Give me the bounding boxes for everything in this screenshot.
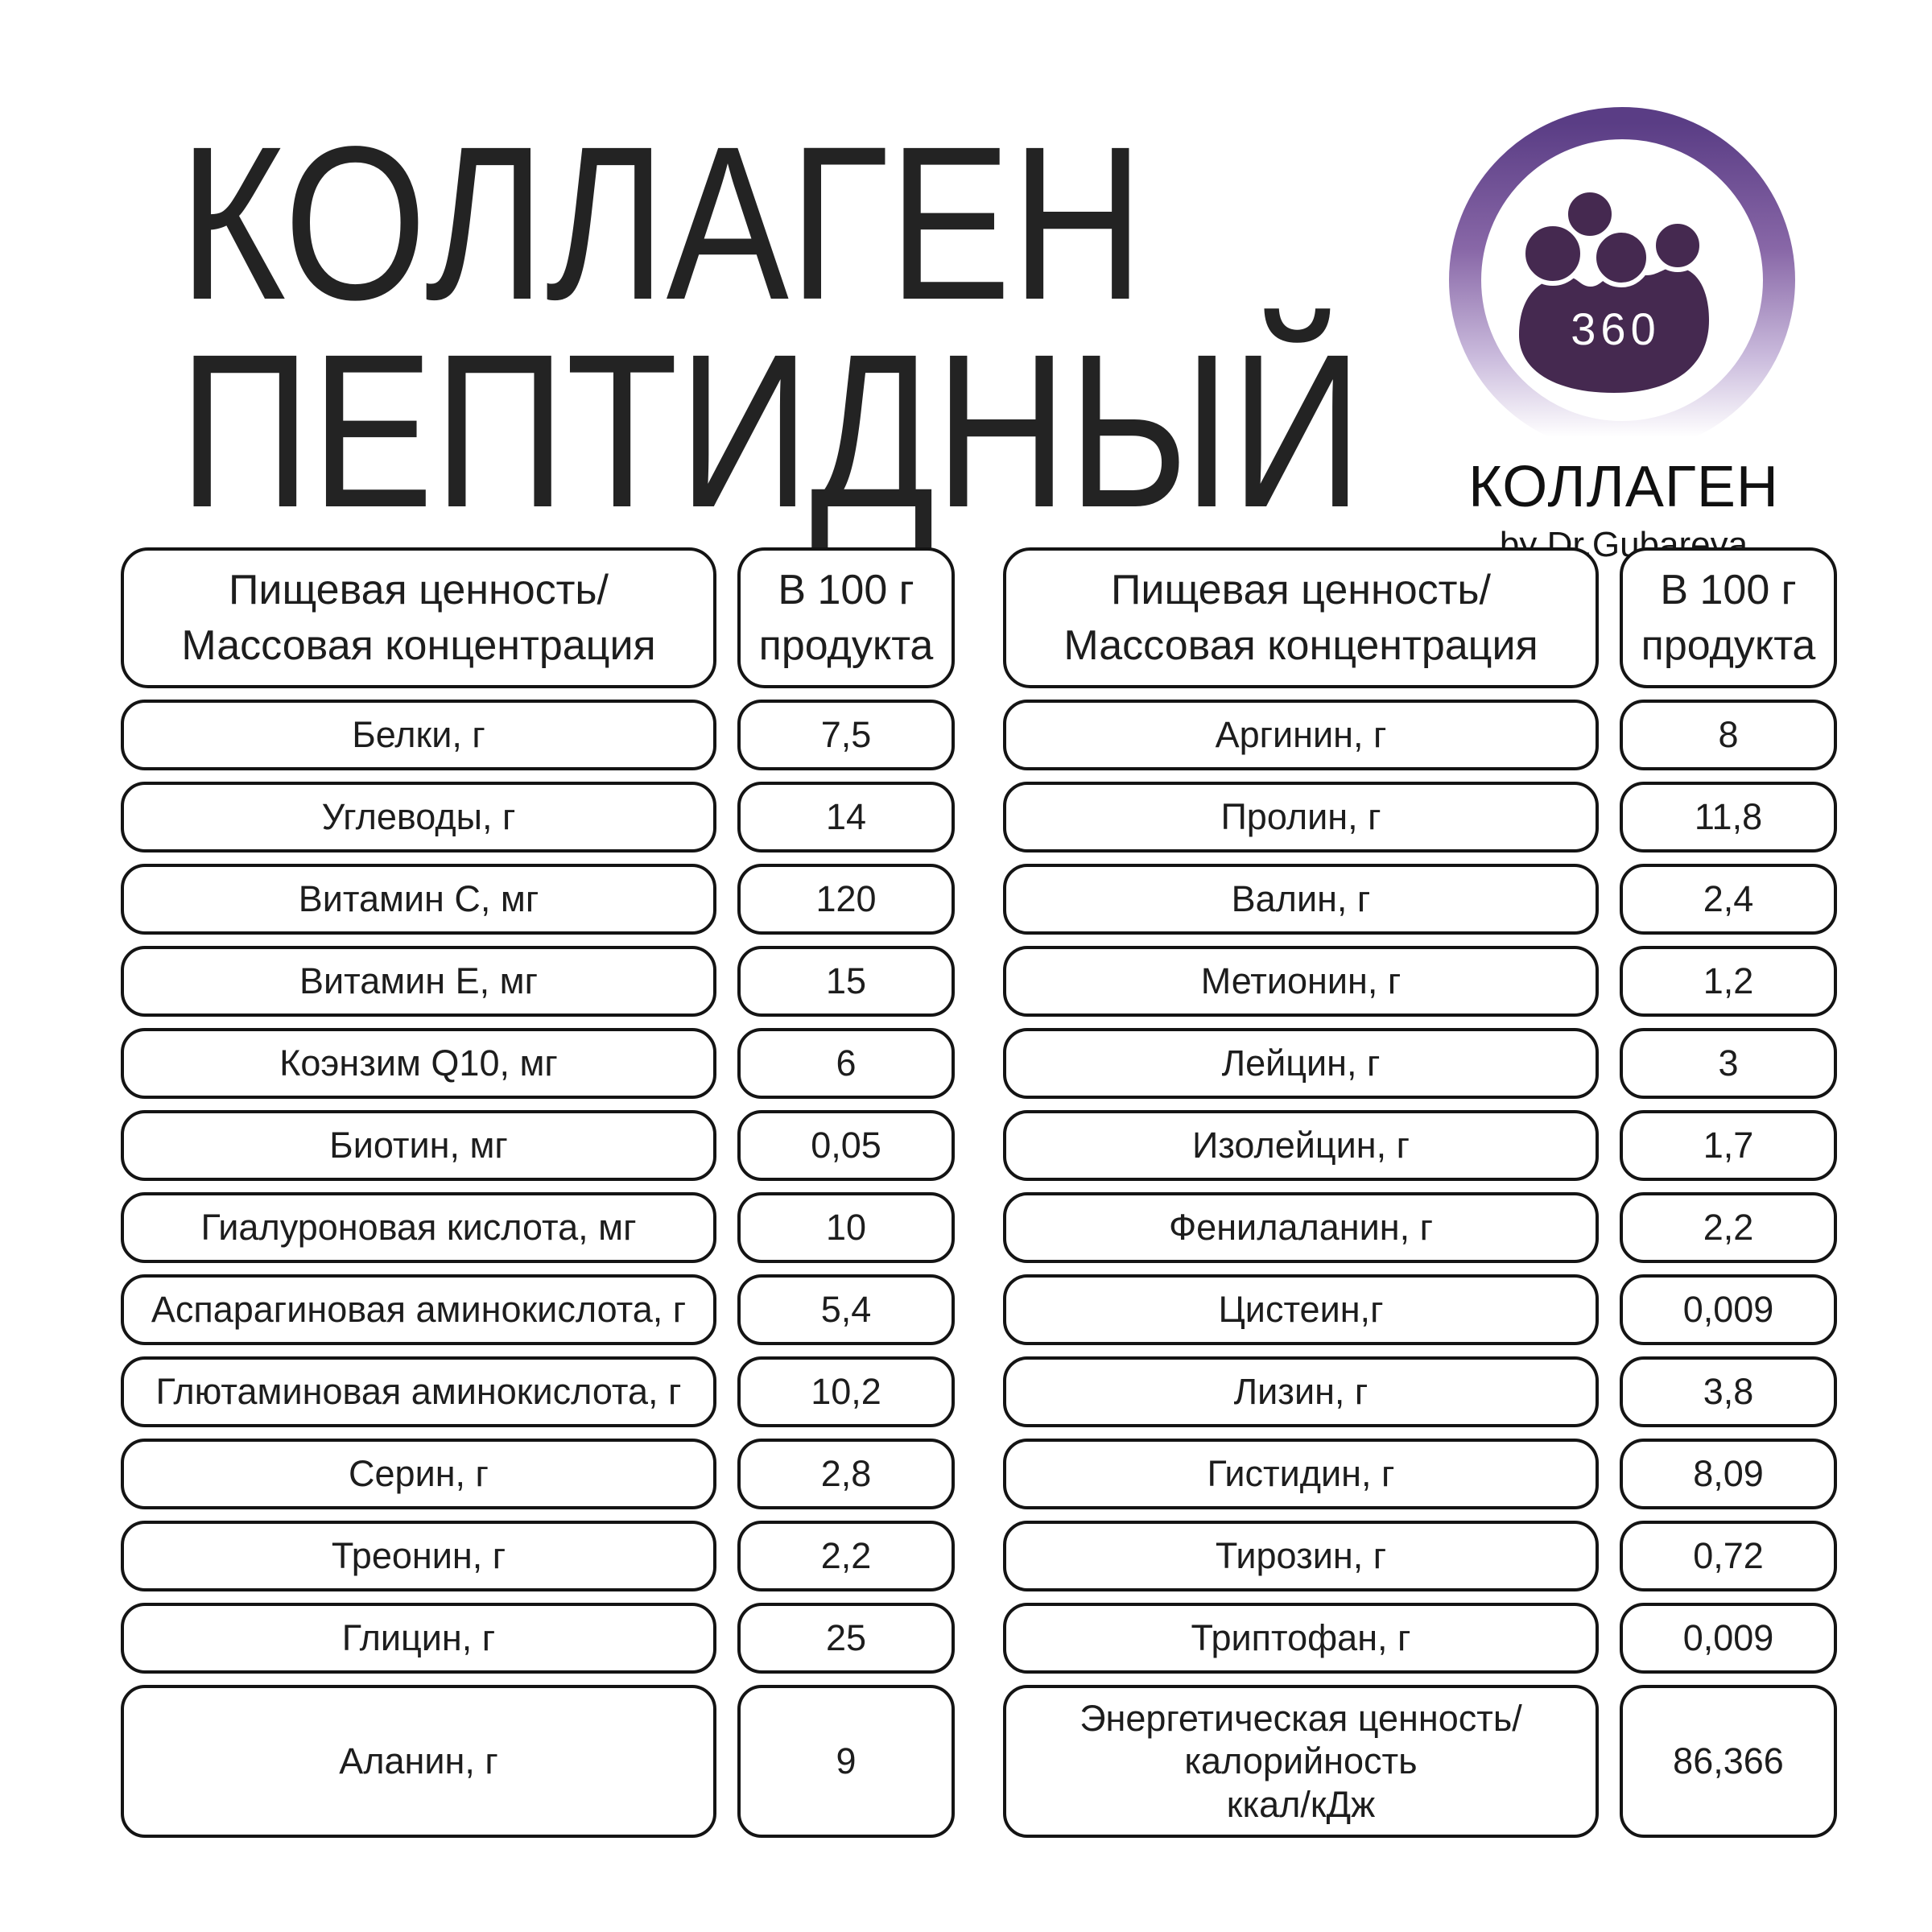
row-label-cell: Витамин E, мг [121,946,716,1017]
row-label-cell: Триптофан, г [1003,1603,1599,1674]
row-value-cell: 9 [737,1685,955,1838]
row-label-cell: Энергетическая ценность/ калорийность кк… [1003,1685,1599,1838]
page-title-line1: КОЛЛАГЕН [179,101,1145,345]
page-title-line2: ПЕПТИДНЫЙ [179,308,1363,553]
row-label-cell: Витамин C, мг [121,864,716,935]
row-label-cell: Пролин, г [1003,782,1599,852]
page-title: КОЛЛАГЕН ПЕПТИДНЫЙ [179,101,1588,553]
collagen-360-logo-icon: 360 [1449,107,1795,453]
row-value-cell: 1,2 [1620,946,1837,1017]
nutrition-tables: Пищевая ценность/ Массовая концентрация В… [121,547,1837,1838]
row-value-cell: 7,5 [737,700,955,770]
logo-ring-icon [1449,107,1795,453]
row-label-cell: Белки, г [121,700,716,770]
row-value-cell: 6 [737,1028,955,1099]
row-label-cell: Серин, г [121,1439,716,1509]
row-value-cell: 120 [737,864,955,935]
row-value-cell: 2,8 [737,1439,955,1509]
brand-logo: 360 КОЛЛАГЕН by Dr.Gubareva [1413,101,1835,565]
row-value-cell: 3 [1620,1028,1837,1099]
row-value-cell: 2,2 [1620,1192,1837,1263]
row-value-cell: 0,009 [1620,1274,1837,1345]
row-value-cell: 14 [737,782,955,852]
row-label-cell: Лизин, г [1003,1356,1599,1427]
row-label-cell: Коэнзим Q10, мг [121,1028,716,1099]
row-value-cell: 5,4 [737,1274,955,1345]
row-label-cell: Глицин, г [121,1603,716,1674]
row-label-cell: Фенилаланин, г [1003,1192,1599,1263]
row-value-cell: 1,7 [1620,1110,1837,1181]
header-value-cell: В 100 г продукта [1620,547,1837,688]
row-label-cell: Углеводы, г [121,782,716,852]
nutrition-table-left: Пищевая ценность/ Массовая концентрация В… [121,547,955,1838]
row-label-cell: Аспарагиновая аминокислота, г [121,1274,716,1345]
row-value-cell: 2,2 [737,1521,955,1591]
row-value-cell: 2,4 [1620,864,1837,935]
row-label-cell: Аргинин, г [1003,700,1599,770]
row-value-cell: 3,8 [1620,1356,1837,1427]
badge-360-label: 360 [1571,303,1660,354]
row-label-cell: Изолейцин, г [1003,1110,1599,1181]
row-label-cell: Валин, г [1003,864,1599,935]
row-label-cell: Гиалуроновая кислота, мг [121,1192,716,1263]
row-value-cell: 0,009 [1620,1603,1837,1674]
row-value-cell: 15 [737,946,955,1017]
row-label-cell: Аланин, г [121,1685,716,1838]
logo-brand-name: КОЛЛАГЕН [1468,455,1779,519]
row-value-cell: 11,8 [1620,782,1837,852]
row-value-cell: 25 [737,1603,955,1674]
row-label-cell: Глютаминовая аминокислота, г [121,1356,716,1427]
row-label-cell: Цистеин,г [1003,1274,1599,1345]
header-label-cell: Пищевая ценность/ Массовая концентрация [1003,547,1599,688]
row-label-cell: Лейцин, г [1003,1028,1599,1099]
row-label-cell: Биотин, мг [121,1110,716,1181]
row-value-cell: 0,05 [737,1110,955,1181]
header-label-cell: Пищевая ценность/ Массовая концентрация [121,547,716,688]
row-label-cell: Гистидин, г [1003,1439,1599,1509]
people-360-icon [1519,188,1709,393]
row-value-cell: 8 [1620,700,1837,770]
row-value-cell: 86,366 [1620,1685,1837,1838]
row-label-cell: Тирозин, г [1003,1521,1599,1591]
row-value-cell: 8,09 [1620,1439,1837,1509]
header-value-cell: В 100 г продукта [737,547,955,688]
row-label-cell: Треонин, г [121,1521,716,1591]
row-label-cell: Метионин, г [1003,946,1599,1017]
row-value-cell: 10 [737,1192,955,1263]
nutrition-table-right: Пищевая ценность/ Массовая концентрация В… [1003,547,1837,1838]
row-value-cell: 0,72 [1620,1521,1837,1591]
row-value-cell: 10,2 [737,1356,955,1427]
